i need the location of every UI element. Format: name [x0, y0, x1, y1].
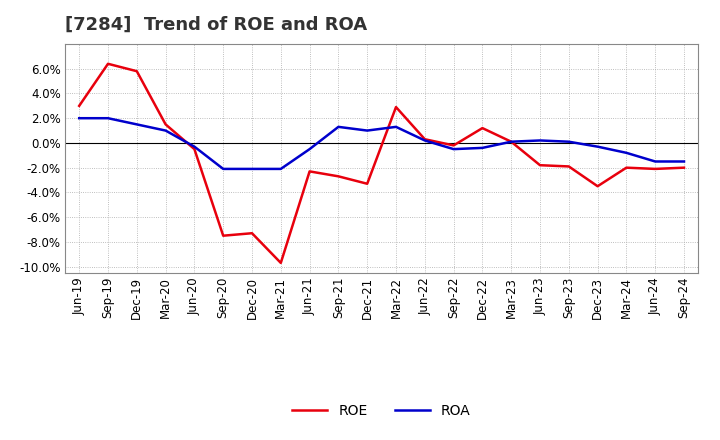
ROA — [75, 116, 84, 121]
ROA — [132, 122, 141, 127]
ROA — [190, 144, 199, 149]
ROE — [75, 103, 84, 109]
ROE — [132, 69, 141, 74]
ROE — [305, 169, 314, 174]
ROE — [478, 125, 487, 131]
ROE — [161, 122, 170, 127]
ROA — [334, 124, 343, 129]
Line: ROA: ROA — [79, 118, 684, 169]
ROE — [680, 165, 688, 170]
ROA — [478, 145, 487, 150]
ROE — [420, 136, 429, 142]
ROA — [392, 124, 400, 129]
ROA — [593, 144, 602, 149]
ROE — [219, 233, 228, 238]
ROA — [622, 150, 631, 155]
ROE — [363, 181, 372, 187]
ROE — [392, 104, 400, 110]
ROE — [449, 143, 458, 148]
ROE — [507, 139, 516, 144]
ROE — [248, 231, 256, 236]
ROE — [104, 61, 112, 66]
ROA — [248, 166, 256, 172]
ROA — [651, 159, 660, 164]
ROE — [190, 147, 199, 152]
ROE — [593, 183, 602, 189]
ROA — [680, 159, 688, 164]
ROA — [507, 139, 516, 144]
ROE — [536, 162, 544, 168]
Line: ROE: ROE — [79, 64, 684, 263]
ROE — [651, 166, 660, 172]
ROE — [276, 260, 285, 266]
Text: [7284]  Trend of ROE and ROA: [7284] Trend of ROE and ROA — [65, 16, 367, 34]
ROA — [420, 138, 429, 143]
ROE — [334, 174, 343, 179]
ROA — [564, 139, 573, 144]
ROE — [564, 164, 573, 169]
ROE — [622, 165, 631, 170]
ROA — [536, 138, 544, 143]
ROA — [363, 128, 372, 133]
ROA — [219, 166, 228, 172]
ROA — [104, 116, 112, 121]
Legend: ROE, ROA: ROE, ROA — [287, 399, 477, 424]
ROA — [161, 128, 170, 133]
ROA — [305, 147, 314, 152]
ROA — [449, 147, 458, 152]
ROA — [276, 166, 285, 172]
